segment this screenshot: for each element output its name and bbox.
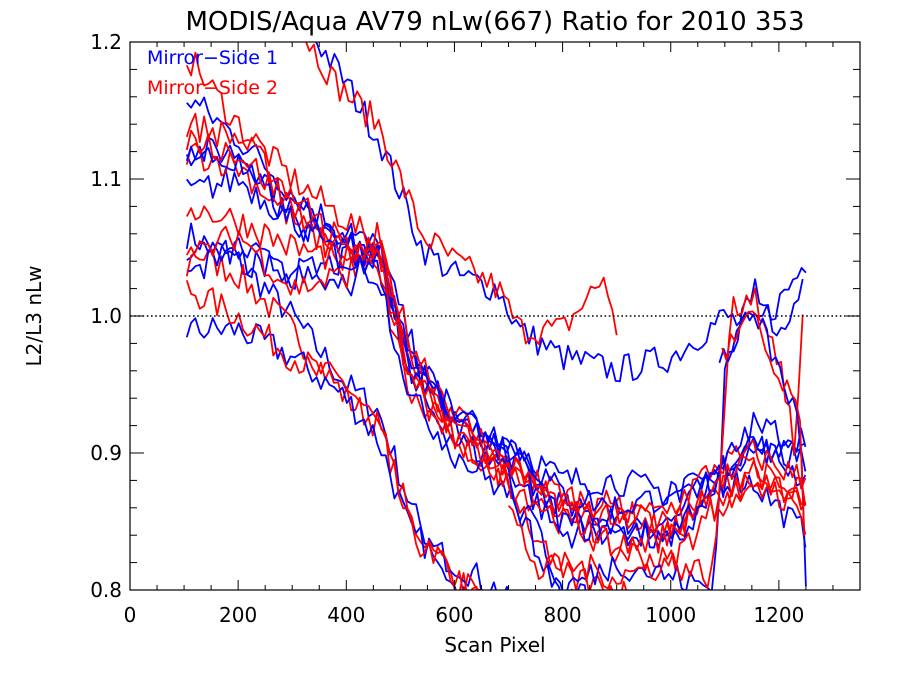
- series-line-3-mirror-side-1: [185, 317, 509, 590]
- y-tick-label: 1.0: [90, 304, 122, 328]
- y-tick-label: 0.8: [90, 578, 122, 602]
- y-tick-label: 1.2: [90, 30, 122, 54]
- x-tick-label: 0: [124, 603, 137, 627]
- x-axis-label: Scan Pixel: [444, 633, 545, 657]
- series-line-20-mirror-side-2: [507, 287, 804, 590]
- series-line-7-mirror-side-1: [186, 96, 807, 548]
- y-tick-label: 1.1: [90, 167, 122, 191]
- legend-entry-mirror-side-1: Mirror−Side 1: [147, 47, 278, 69]
- series-layer: [185, 42, 807, 590]
- series-line-5-mirror-side-1: [314, 42, 807, 383]
- x-tick-label: 1000: [645, 603, 696, 627]
- series-line-19-mirror-side-1: [507, 278, 804, 590]
- series-line-15-mirror-side-1: [186, 241, 807, 549]
- series-line-6-mirror-side-2: [305, 42, 618, 346]
- chart-title: MODIS/Aqua AV79 nLw(667) Ratio for 2010 …: [185, 7, 804, 37]
- legend-entry-mirror-side-2: Mirror−Side 2: [147, 77, 278, 99]
- x-tick-label: 1200: [753, 603, 804, 627]
- y-tick-label: 0.9: [90, 441, 122, 465]
- series-line-16-mirror-side-2: [185, 221, 807, 563]
- ticks-layer: 0 200 400 600 800 1000 1200 0.8 0.9 1.0 1.1 1.2: [90, 30, 860, 627]
- series-line-4-mirror-side-2: [185, 280, 482, 590]
- series-line-14-mirror-side-2: [185, 205, 807, 530]
- y-axis-label: L2/L3 nLw: [22, 265, 46, 366]
- x-tick-label: 200: [219, 603, 257, 627]
- series-line-17-mirror-side-1: [185, 145, 587, 590]
- series-line-22-mirror-side-2: [721, 310, 806, 536]
- x-tick-label: 400: [327, 603, 365, 627]
- x-tick-label: 600: [435, 603, 473, 627]
- series-line-21-mirror-side-1: [718, 312, 807, 587]
- series-line-13-mirror-side-1: [186, 237, 807, 520]
- x-tick-label: 800: [543, 603, 581, 627]
